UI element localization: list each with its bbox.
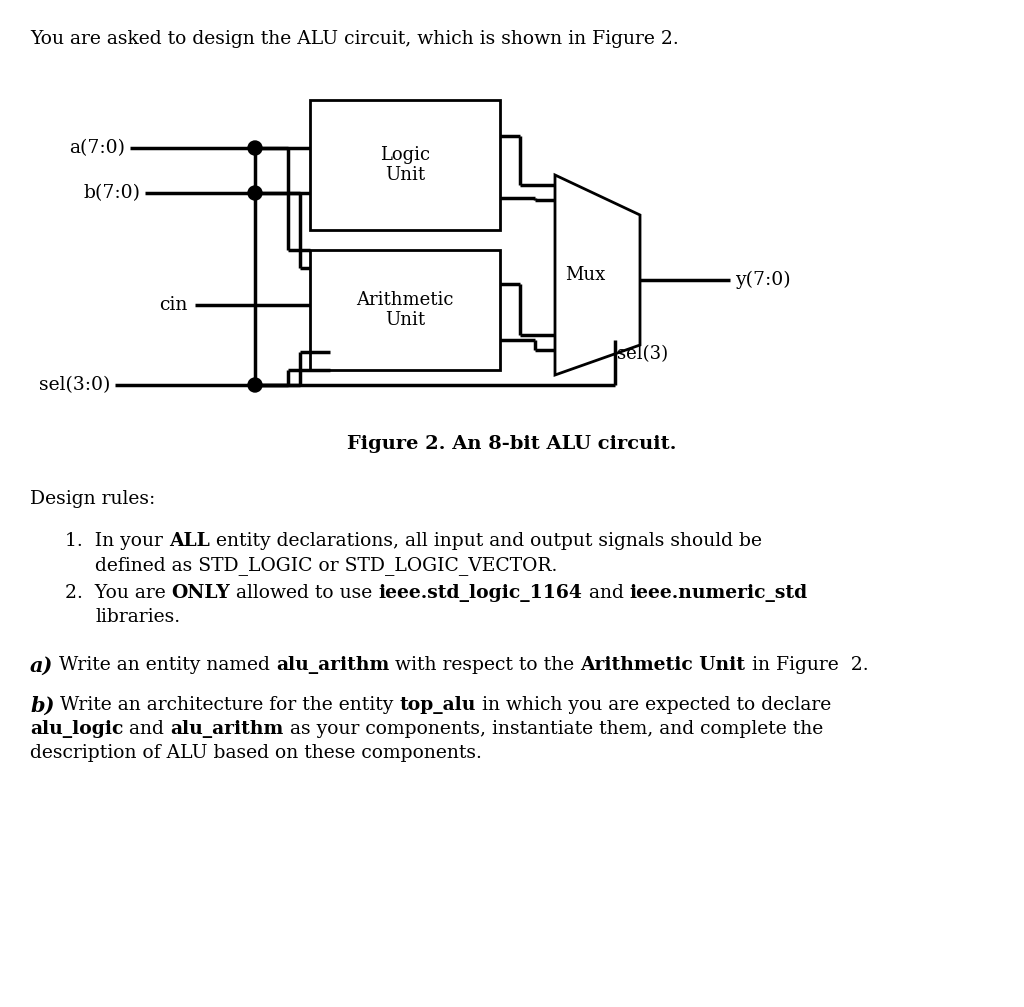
Text: Mux: Mux xyxy=(565,266,605,284)
Text: a(7:0): a(7:0) xyxy=(69,139,125,157)
Text: cin: cin xyxy=(159,296,187,314)
Text: and: and xyxy=(123,720,170,738)
Text: sel(3): sel(3) xyxy=(617,345,669,363)
Text: Design rules:: Design rules: xyxy=(30,490,156,508)
Circle shape xyxy=(248,186,262,200)
Text: allowed to use: allowed to use xyxy=(230,584,379,602)
Text: y(7:0): y(7:0) xyxy=(735,271,791,289)
Text: 2.  You are: 2. You are xyxy=(65,584,172,602)
Bar xyxy=(310,100,500,230)
Text: b(7:0): b(7:0) xyxy=(83,184,140,202)
Circle shape xyxy=(248,141,262,155)
Text: in Figure  2.: in Figure 2. xyxy=(745,656,868,674)
Text: libraries.: libraries. xyxy=(95,608,180,626)
Circle shape xyxy=(248,378,262,392)
Text: Figure 2. An 8-bit ALU circuit.: Figure 2. An 8-bit ALU circuit. xyxy=(347,435,677,453)
Text: ONLY: ONLY xyxy=(172,584,230,602)
Text: as your components, instantiate them, and complete the: as your components, instantiate them, an… xyxy=(284,720,822,738)
Text: entity declarations, all input and output signals should be: entity declarations, all input and outpu… xyxy=(210,532,762,550)
Text: alu_arithm: alu_arithm xyxy=(170,720,284,738)
Text: alu_logic: alu_logic xyxy=(30,720,123,738)
Text: description of ALU based on these components.: description of ALU based on these compon… xyxy=(30,744,482,762)
Text: Logic
Unit: Logic Unit xyxy=(380,146,430,184)
Text: Write an entity named: Write an entity named xyxy=(53,656,276,674)
Text: ALL: ALL xyxy=(169,532,210,550)
Text: top_alu: top_alu xyxy=(399,696,476,714)
Text: and: and xyxy=(583,584,630,602)
Bar xyxy=(310,250,500,370)
Text: with respect to the: with respect to the xyxy=(389,656,581,674)
Text: sel(3:0): sel(3:0) xyxy=(39,376,110,394)
Text: b): b) xyxy=(30,696,54,716)
Text: in which you are expected to declare: in which you are expected to declare xyxy=(476,696,831,714)
Text: ieee.std_logic_1164: ieee.std_logic_1164 xyxy=(379,584,583,602)
Text: Arithmetic Unit: Arithmetic Unit xyxy=(581,656,745,674)
Text: Arithmetic
Unit: Arithmetic Unit xyxy=(356,291,454,329)
Text: ieee.numeric_std: ieee.numeric_std xyxy=(630,584,808,602)
Text: You are asked to design the ALU circuit, which is shown in Figure 2.: You are asked to design the ALU circuit,… xyxy=(30,30,679,48)
Text: 1.  In your: 1. In your xyxy=(65,532,169,550)
Text: Write an architecture for the entity: Write an architecture for the entity xyxy=(54,696,399,714)
Text: a): a) xyxy=(30,656,53,676)
Polygon shape xyxy=(555,175,640,375)
Text: defined as STD_LOGIC or STD_LOGIC_VECTOR.: defined as STD_LOGIC or STD_LOGIC_VECTOR… xyxy=(95,556,557,575)
Text: alu_arithm: alu_arithm xyxy=(276,656,389,674)
